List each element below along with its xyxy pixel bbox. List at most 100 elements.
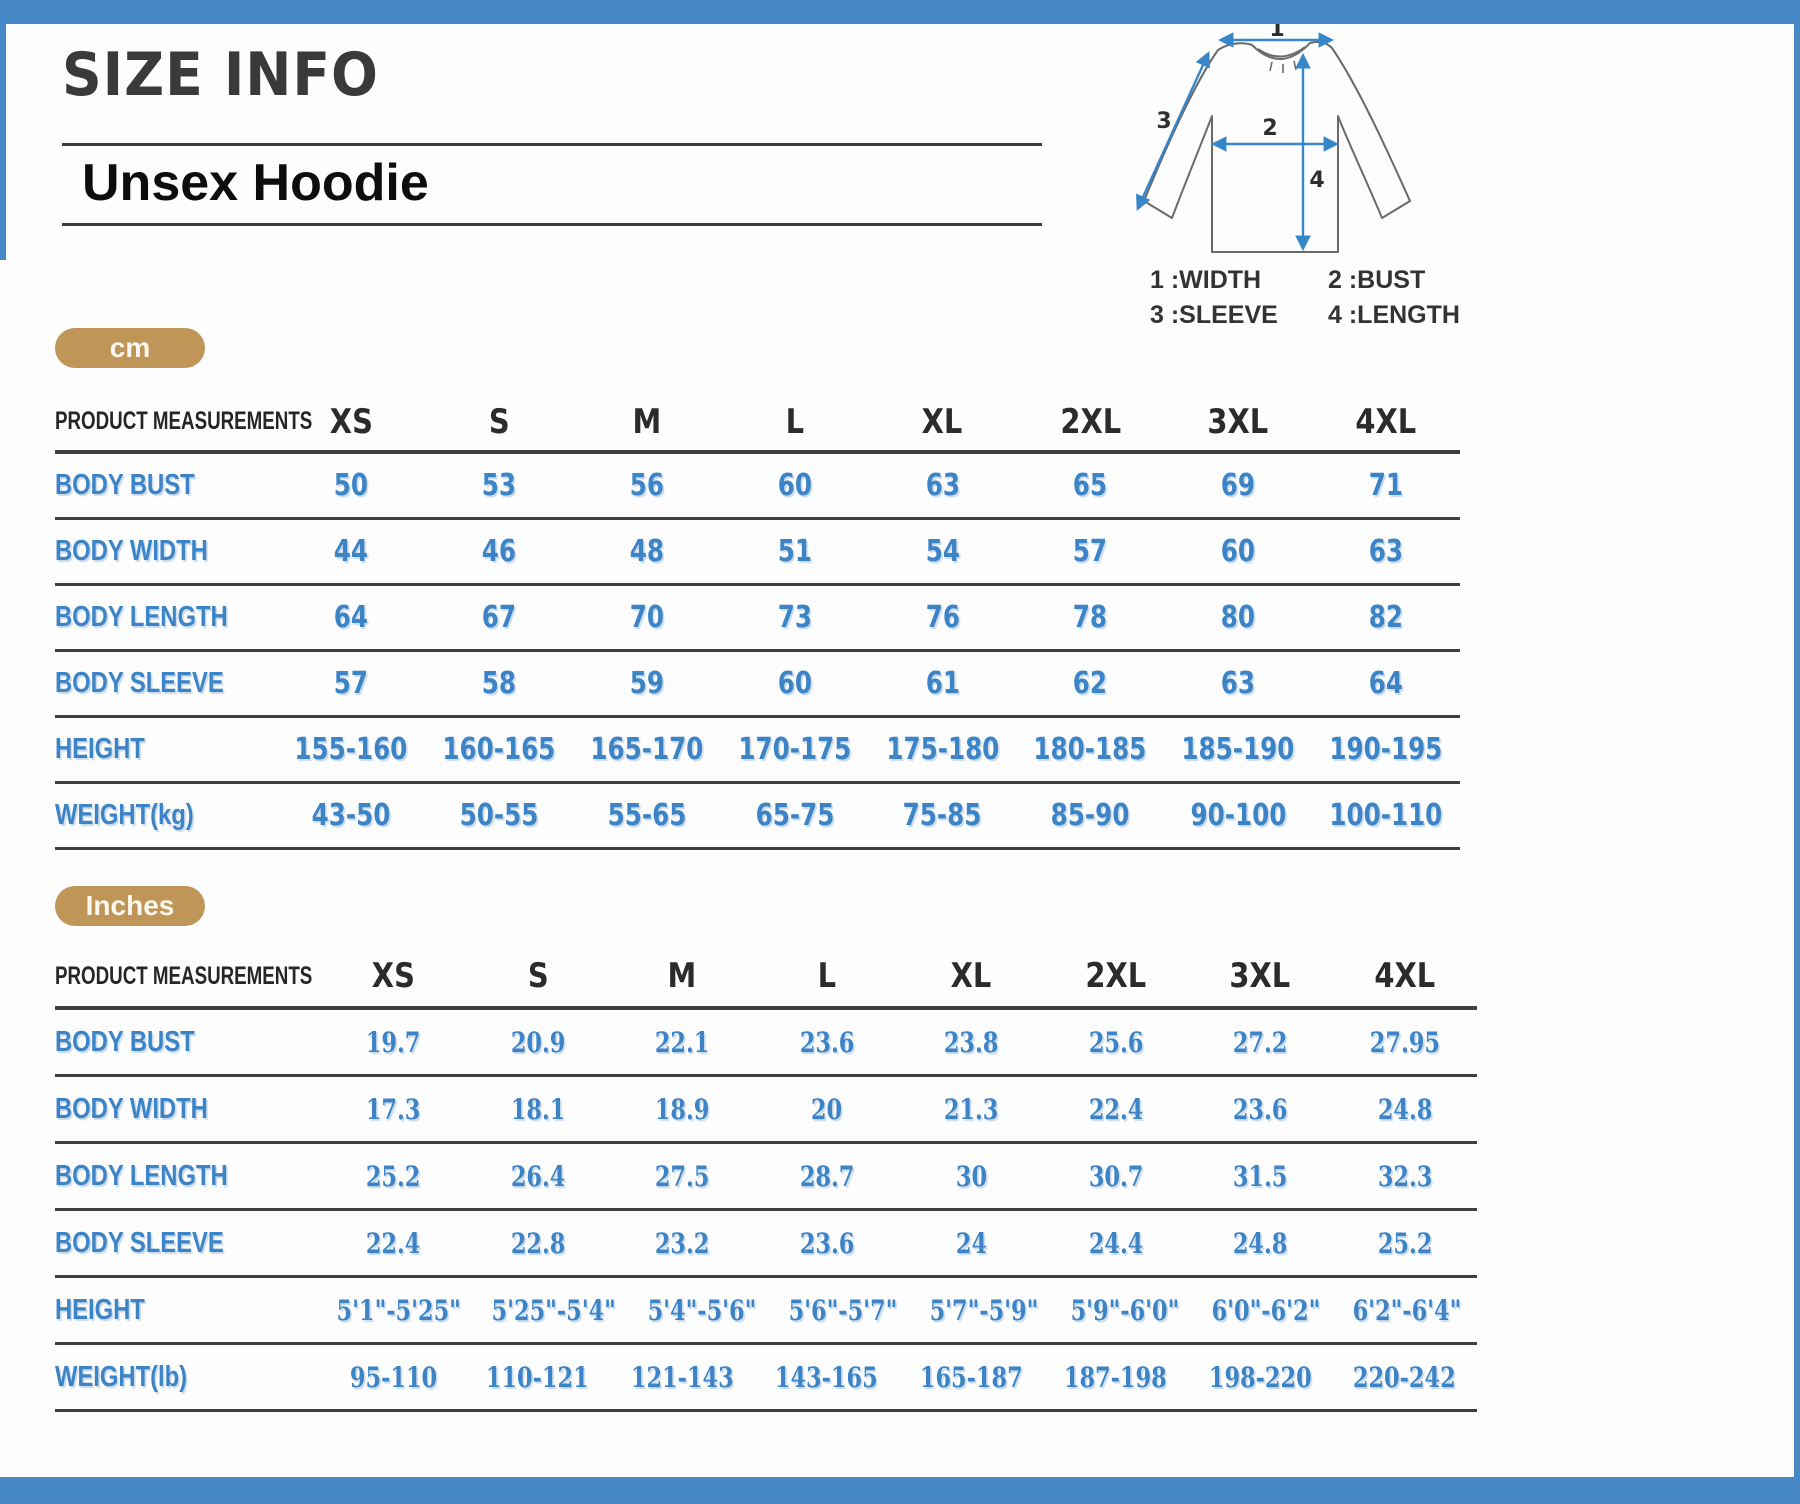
measurement-label: WEIGHT(kg) bbox=[55, 799, 194, 831]
measurement-value: 50-55 bbox=[459, 798, 539, 833]
measurement-value: 46 bbox=[481, 534, 516, 569]
legend-width: 1 :WIDTH bbox=[1150, 266, 1262, 294]
measurement-value: 64 bbox=[1368, 666, 1404, 701]
measurement-value: 185-190 bbox=[1181, 732, 1295, 767]
measurement-value: 75-85 bbox=[903, 798, 982, 833]
measurement-value: 60 bbox=[777, 468, 812, 503]
measurement-value: 22.4 bbox=[365, 1226, 421, 1260]
table-row: BODY BUST 50 53 56 60 63 65 69 71 bbox=[55, 454, 1460, 520]
measurement-label: HEIGHT bbox=[55, 1293, 145, 1326]
measurement-value: 90-100 bbox=[1190, 798, 1287, 833]
measurement-value: 25.6 bbox=[1088, 1025, 1144, 1059]
size-column-header: L bbox=[785, 401, 804, 442]
mark-4: 4 bbox=[1309, 168, 1324, 193]
measurement-value: 24.8 bbox=[1377, 1092, 1433, 1126]
measurement-value: 57 bbox=[1073, 534, 1108, 569]
legend-bust: 2 :BUST bbox=[1328, 266, 1426, 294]
size-column-header: XS bbox=[371, 956, 415, 996]
measurement-value: 27.2 bbox=[1232, 1025, 1288, 1059]
measurement-value: 24 bbox=[955, 1226, 987, 1260]
measurement-value: 5'9"-6'0" bbox=[1070, 1293, 1180, 1327]
measurement-value: 71 bbox=[1368, 468, 1404, 503]
measurement-value: 44 bbox=[333, 534, 369, 569]
measurement-value: 27.95 bbox=[1369, 1025, 1440, 1059]
measurement-label: BODY BUST bbox=[55, 469, 195, 501]
unit-badge-inches: Inches bbox=[55, 886, 205, 926]
measurement-value: 54 bbox=[925, 534, 960, 569]
measurement-value: 59 bbox=[629, 666, 664, 701]
measurement-label: HEIGHT bbox=[55, 733, 145, 765]
measurements-header-label: PRODUCT MEASUREMENTS bbox=[55, 961, 313, 990]
measurement-value: 20 bbox=[811, 1092, 843, 1126]
measurement-value: 100-110 bbox=[1329, 798, 1443, 833]
diagram-legend: 1 :WIDTH 2 :BUST 3 :SLEEVE 4 :LENGTH bbox=[1150, 266, 1518, 330]
size-column-header: XL bbox=[950, 956, 992, 996]
left-border-bar bbox=[0, 24, 6, 260]
size-column-header: XL bbox=[922, 401, 963, 442]
table-row: WEIGHT(kg) 43-50 50-55 55-65 65-75 75-85 85-90… bbox=[55, 784, 1460, 850]
measurement-value: 56 bbox=[629, 468, 664, 503]
measurement-label: BODY WIDTH bbox=[55, 535, 208, 567]
table-row: BODY SLEEVE 22.4 22.8 23.2 23.6 24 24.4 24.8 25.… bbox=[55, 1211, 1477, 1278]
measurement-value: 121-143 bbox=[630, 1360, 734, 1394]
right-border-bar bbox=[1794, 0, 1800, 1504]
size-column-header: M bbox=[632, 401, 662, 442]
size-column-header: S bbox=[488, 401, 510, 442]
measurement-value: 23.2 bbox=[654, 1226, 710, 1260]
mark-2: 2 bbox=[1262, 116, 1277, 141]
measurement-value: 19.7 bbox=[365, 1025, 421, 1059]
table-row: BODY LENGTH 64 67 70 73 76 78 80 82 bbox=[55, 586, 1460, 652]
measurement-value: 57 bbox=[333, 666, 369, 701]
measurement-value: 27.5 bbox=[654, 1159, 710, 1193]
measurement-label: BODY SLEEVE bbox=[55, 1226, 224, 1259]
measurement-value: 63 bbox=[1368, 534, 1404, 569]
measurement-value: 25.2 bbox=[1377, 1226, 1433, 1260]
measurement-value: 60 bbox=[777, 666, 812, 701]
table-row: HEIGHT 155-160 160-165 165-170 170-175 175-18… bbox=[55, 718, 1460, 784]
table-row: BODY LENGTH 25.2 26.4 27.5 28.7 30 30.7 31.5 32.… bbox=[55, 1144, 1477, 1211]
measurement-value: 22.4 bbox=[1088, 1092, 1144, 1126]
measurement-value: 30.7 bbox=[1088, 1159, 1144, 1193]
measurement-value: 23.8 bbox=[943, 1025, 999, 1059]
size-table-cm: PRODUCT MEASUREMENTS XS S M L XL 2XL 3XL 4XL BODY… bbox=[55, 393, 1460, 850]
measurement-value: 78 bbox=[1073, 600, 1108, 635]
table-header-row: PRODUCT MEASUREMENTS XS S M L XL 2XL 3XL 4XL bbox=[55, 393, 1460, 454]
measurement-value: 24.4 bbox=[1088, 1226, 1144, 1260]
mark-3: 3 bbox=[1156, 109, 1171, 134]
measurement-value: 165-170 bbox=[590, 732, 704, 767]
measurement-value: 64 bbox=[333, 600, 369, 635]
measurement-value: 20.9 bbox=[510, 1025, 566, 1059]
measurement-value: 5'1"-5'25" bbox=[336, 1293, 461, 1327]
table-row: BODY WIDTH 44 46 48 51 54 57 60 63 bbox=[55, 520, 1460, 586]
measurement-value: 25.2 bbox=[365, 1159, 421, 1193]
measurement-label: BODY SLEEVE bbox=[55, 667, 224, 699]
measurement-value: 17.3 bbox=[365, 1092, 421, 1126]
size-column-header: 4XL bbox=[1355, 401, 1417, 442]
table-row: BODY SLEEVE 57 58 59 60 61 62 63 64 bbox=[55, 652, 1460, 718]
table-row: BODY WIDTH 17.3 18.1 18.9 20 21.3 22.4 23.6 24.8 bbox=[55, 1077, 1477, 1144]
size-column-header: 4XL bbox=[1374, 956, 1436, 996]
product-name-block: Unsex Hoodie bbox=[62, 143, 1042, 226]
legend-sleeve: 3 :SLEEVE bbox=[1150, 301, 1278, 329]
measurement-label: BODY WIDTH bbox=[55, 1092, 208, 1125]
measurement-value: 65 bbox=[1073, 468, 1108, 503]
page-title: SIZE INFO bbox=[62, 40, 379, 110]
measurement-value: 165-187 bbox=[919, 1360, 1023, 1394]
measurement-label: BODY BUST bbox=[55, 1025, 195, 1058]
measurement-value: 61 bbox=[925, 666, 960, 701]
table-header-row: PRODUCT MEASUREMENTS XS S M L XL 2XL 3XL 4XL bbox=[55, 946, 1477, 1010]
measurement-value: 180-185 bbox=[1033, 732, 1147, 767]
measurement-value: 5'6"-5'7" bbox=[788, 1293, 898, 1327]
measurement-value: 63 bbox=[1221, 666, 1256, 701]
measurement-value: 23.6 bbox=[1232, 1092, 1288, 1126]
measure-arrows bbox=[1136, 32, 1340, 252]
size-table-inches: PRODUCT MEASUREMENTS XS S M L XL 2XL 3XL 4XL BODY… bbox=[55, 946, 1477, 1412]
product-name: Unsex Hoodie bbox=[82, 154, 429, 212]
table-row: HEIGHT 5'1"-5'25" 5'25"-5'4" 5'4"-5'6" 5'6"-… bbox=[55, 1278, 1477, 1345]
measurement-value: 18.1 bbox=[510, 1092, 566, 1126]
measurement-value: 110-121 bbox=[486, 1360, 590, 1394]
measurement-value: 21.3 bbox=[943, 1092, 999, 1126]
measurement-value: 63 bbox=[925, 468, 960, 503]
measurement-value: 30 bbox=[955, 1159, 987, 1193]
